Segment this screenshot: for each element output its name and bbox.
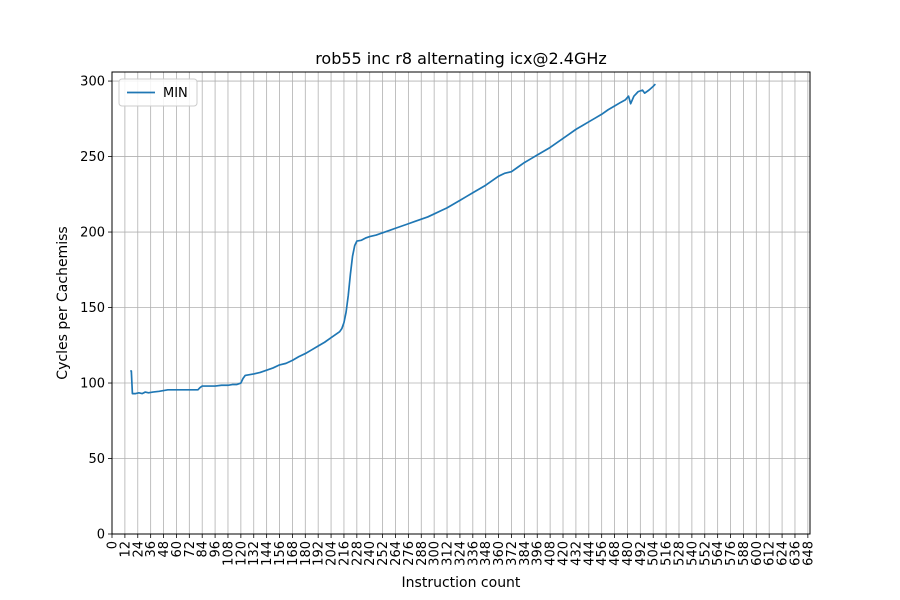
x-tick-label: 648: [801, 541, 816, 566]
plot-frame: [111, 71, 811, 535]
x-tick-label: 360: [492, 541, 507, 566]
x-tick-label: 60: [170, 541, 185, 558]
x-tick-label: 636: [788, 541, 803, 566]
x-tick-label: 324: [453, 541, 468, 566]
x-tick-label: 216: [337, 541, 352, 566]
x-tick-label: 564: [711, 541, 726, 566]
x-tick-label: 456: [595, 541, 610, 566]
x-tick-label: 120: [234, 541, 249, 566]
x-tick-label: 48: [157, 541, 172, 558]
x-tick-label: 492: [634, 541, 649, 566]
x-tick-label: 204: [325, 541, 340, 566]
x-tick-label: 420: [557, 541, 572, 566]
x-tick-label: 276: [402, 541, 417, 566]
x-tick-label: 240: [363, 541, 378, 566]
x-tick-label: 300: [428, 541, 443, 566]
legend-box: [118, 78, 198, 107]
y-axis: 0 50 100 150 200 250 300: [80, 75, 112, 543]
x-tick-label: 612: [763, 541, 778, 566]
x-tick-label: 336: [466, 541, 481, 566]
x-tick-label: 192: [312, 541, 327, 566]
x-tick-label: 36: [144, 541, 159, 558]
y-tick-label: 50: [88, 452, 105, 467]
x-tick-label: 516: [660, 541, 675, 566]
x-axis: 0122436486072849610812013214415616818019…: [106, 534, 816, 566]
x-tick-label: 588: [737, 541, 752, 566]
x-tick-label: 396: [531, 541, 546, 566]
x-axis-label: Instruction count: [402, 575, 521, 591]
y-tick-label: 200: [80, 226, 105, 241]
x-tick-label: 84: [196, 541, 211, 558]
legend-entry-label: MIN: [163, 86, 188, 101]
x-tick-label: 228: [350, 541, 365, 566]
x-tick-label: 372: [505, 541, 520, 566]
y-tick-label: 150: [80, 301, 105, 316]
x-tick-label: 312: [441, 541, 456, 566]
series-layer: [130, 83, 656, 395]
x-tick-label: 288: [415, 541, 430, 566]
x-tick-label: 576: [724, 541, 739, 566]
x-tick-label: 252: [376, 541, 391, 566]
x-tick-label: 600: [750, 541, 765, 566]
x-tick-label: 432: [569, 541, 584, 566]
x-tick-label: 624: [776, 541, 791, 566]
x-tick-label: 408: [544, 541, 559, 566]
x-tick-label: 132: [247, 541, 262, 566]
x-tick-label: 540: [685, 541, 700, 566]
x-tick-label: 384: [518, 541, 533, 566]
y-tick-label: 250: [80, 150, 105, 165]
x-tick-label: 480: [621, 541, 636, 566]
x-tick-label: 504: [647, 541, 662, 566]
x-tick-label: 108: [221, 541, 236, 566]
chart-title: rob55 inc r8 alternating icx@2.4GHz: [315, 49, 607, 68]
x-tick-label: 468: [608, 541, 623, 566]
x-tick-label: 552: [698, 541, 713, 566]
y-tick-label: 100: [80, 377, 105, 392]
x-tick-label: 180: [299, 541, 314, 566]
series-line-min: [130, 83, 656, 395]
x-tick-label: 264: [389, 541, 404, 566]
x-tick-label: 348: [479, 541, 494, 566]
x-tick-label: 528: [672, 541, 687, 566]
y-axis-label: Cycles per Cachemiss: [55, 226, 71, 379]
x-tick-label: 444: [582, 541, 597, 566]
grid-lines: [111, 72, 810, 535]
x-tick-label: 0: [106, 541, 121, 549]
x-tick-label: 144: [260, 541, 275, 566]
y-tick-label: 0: [97, 528, 105, 543]
x-tick-label: 12: [118, 541, 133, 558]
x-tick-label: 96: [209, 541, 224, 558]
y-tick-label: 300: [80, 75, 105, 90]
legend: MIN: [118, 78, 198, 107]
x-tick-label: 72: [183, 541, 198, 558]
x-tick-label: 168: [286, 541, 301, 566]
x-tick-label: 24: [131, 541, 146, 558]
x-tick-label: 156: [273, 541, 288, 566]
